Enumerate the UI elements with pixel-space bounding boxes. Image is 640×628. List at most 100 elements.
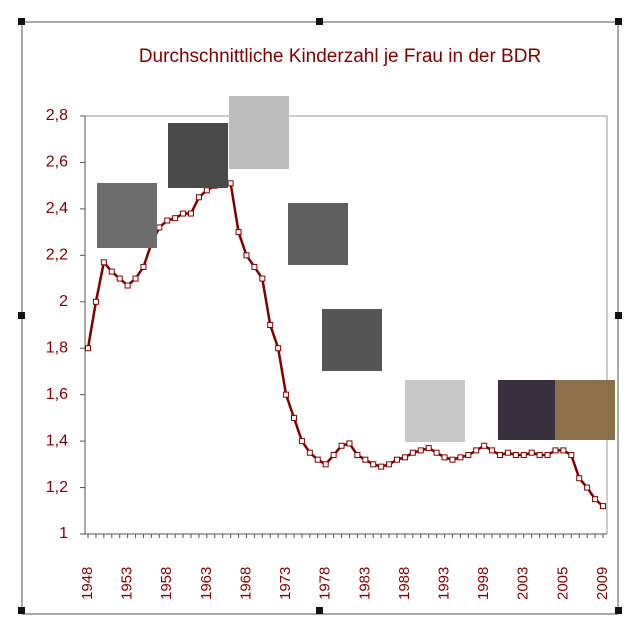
data-point: [156, 224, 163, 231]
data-point: [504, 449, 511, 456]
data-point: [291, 414, 297, 421]
y-tick-label: 2,2: [46, 247, 68, 264]
data-point: [592, 496, 599, 503]
data-point: [465, 452, 472, 459]
portrait: [288, 203, 348, 265]
data-point: [283, 391, 290, 398]
data-point: [92, 298, 99, 305]
data-point: [600, 503, 606, 510]
data-point: [449, 456, 456, 463]
chart-title: Durchschnittliche Kinderzahl je Frau in …: [139, 46, 541, 67]
portrait: [168, 123, 228, 188]
data-point: [370, 461, 377, 468]
data-point: [568, 452, 575, 459]
x-tick-label: 1993: [436, 567, 453, 600]
data-point: [512, 452, 519, 459]
data-point: [124, 282, 131, 289]
portrait: [405, 380, 465, 442]
y-tick-label: 1,6: [46, 386, 68, 403]
data-point: [306, 449, 313, 456]
portrait: [498, 380, 556, 440]
data-point: [322, 461, 329, 468]
data-point: [473, 447, 480, 454]
data-point: [140, 263, 147, 270]
data-point: [417, 447, 424, 454]
data-point: [298, 438, 305, 445]
data-point: [275, 345, 282, 352]
x-tick-label: 1958: [158, 567, 175, 600]
data-point: [188, 210, 194, 217]
data-point: [497, 452, 503, 459]
x-tick-label: 1988: [396, 567, 413, 600]
data-point: [544, 452, 551, 459]
data-point: [552, 447, 559, 454]
y-tick-label: 1,4: [46, 432, 68, 449]
data-point: [116, 275, 123, 282]
data-point: [401, 454, 408, 461]
data-point: [180, 210, 187, 217]
y-tick-label: 2,6: [46, 154, 68, 171]
data-point: [536, 452, 543, 459]
data-point: [85, 345, 91, 352]
x-tick-label: 1983: [356, 567, 373, 600]
portrait: [555, 380, 615, 440]
data-point: [441, 454, 448, 461]
x-tick-label: 1973: [277, 567, 294, 600]
data-point: [243, 252, 250, 259]
data-point: [108, 268, 115, 275]
y-tick-label: 2,4: [46, 200, 68, 217]
data-point: [576, 475, 583, 482]
plot: 1 1,2 1,4 1,6 1,8 2 2,2 2,4 2,6 2,8 1948 1953 1958 19…: [46, 107, 611, 600]
portrait: [97, 183, 157, 248]
data-point: [354, 452, 361, 459]
data-point: [433, 449, 440, 456]
selection-handles: [18, 18, 622, 614]
data-point: [164, 217, 171, 224]
data-point: [409, 449, 416, 456]
data-point: [203, 187, 210, 194]
data-point: [520, 452, 527, 459]
portraits: [97, 96, 615, 442]
data-point: [489, 447, 496, 454]
data-point: [132, 275, 139, 282]
data-point: [457, 454, 464, 461]
y-tick-label: 1,2: [46, 479, 68, 496]
data-point: [425, 445, 432, 452]
data-point: [394, 456, 400, 463]
data-point: [481, 442, 488, 449]
data-point: [338, 442, 345, 449]
data-point: [172, 215, 179, 222]
x-tick-label: 2003: [515, 567, 532, 600]
data-point: [330, 452, 337, 459]
y-tick-label: 2,8: [46, 107, 68, 124]
x-tick-label: 2009: [594, 567, 611, 600]
data-point: [346, 440, 353, 447]
x-tick-label: 1978: [317, 567, 334, 600]
data-point: [100, 259, 107, 266]
x-tick-label: 1948: [79, 567, 96, 600]
data-point: [362, 456, 369, 463]
x-tick-label: 1998: [475, 567, 492, 600]
data-point: [195, 194, 202, 201]
y-tick-label: 1: [59, 525, 68, 542]
data-point: [235, 229, 242, 236]
data-point: [560, 447, 567, 454]
y-tick-label: 1,8: [46, 339, 68, 356]
portrait: [229, 96, 289, 169]
data-point: [227, 180, 234, 187]
data-point: [528, 449, 535, 456]
portrait: [322, 309, 382, 371]
x-tick-label: 1953: [119, 567, 136, 600]
data-point: [251, 263, 258, 270]
x-tick-label: 2005: [554, 567, 571, 600]
data-point: [314, 456, 321, 463]
x-tick-label: 1968: [237, 567, 254, 600]
data-point: [378, 463, 385, 470]
data-point: [259, 275, 266, 282]
data-point: [386, 461, 393, 468]
y-tick-label: 2: [59, 293, 68, 310]
data-point: [584, 484, 591, 491]
x-tick-label: 1963: [198, 567, 215, 600]
